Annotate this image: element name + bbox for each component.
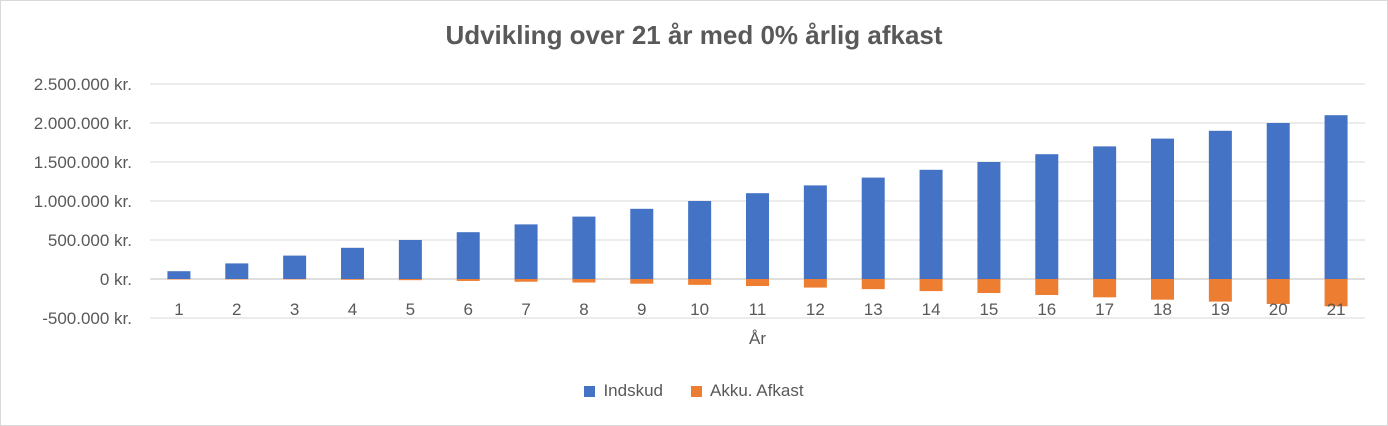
- x-tick-label: 3: [290, 300, 299, 319]
- bar-indskud: [1266, 123, 1290, 279]
- bar-indskud: [1151, 138, 1174, 279]
- x-tick-label: 7: [521, 300, 530, 319]
- bar-indskud: [746, 193, 769, 279]
- bar-indskud: [1093, 146, 1117, 279]
- bar-indskud: [1324, 115, 1348, 279]
- x-tick-label: 12: [806, 300, 825, 319]
- x-tick-label: 13: [864, 300, 883, 319]
- bar-indskud: [398, 240, 422, 279]
- bar-akku-afkast: [341, 279, 364, 280]
- bar-akku-afkast: [861, 279, 885, 290]
- bar-indskud: [341, 247, 364, 279]
- bar-akku-afkast: [167, 279, 191, 280]
- x-tick-label: 9: [637, 300, 646, 319]
- bar-indskud: [225, 263, 249, 279]
- bar-akku-afkast: [398, 279, 422, 281]
- x-tick-label: 5: [406, 300, 415, 319]
- x-tick-label: 1: [174, 300, 183, 319]
- bar-akku-afkast: [919, 279, 943, 292]
- x-tick-label: 19: [1211, 300, 1230, 319]
- chart-title: Udvikling over 21 år med 0% årlig afkast: [445, 20, 943, 50]
- x-tick-label: 2: [232, 300, 241, 319]
- y-tick-label: 1.000.000 kr.: [34, 192, 132, 211]
- bar-akku-afkast: [1151, 279, 1174, 300]
- bar-indskud: [572, 216, 596, 279]
- bar-indskud: [977, 162, 1001, 279]
- bar-akku-afkast: [225, 279, 249, 280]
- legend: Indskud Akku. Afkast: [0, 381, 1388, 401]
- y-tick-label: 500.000 kr.: [48, 231, 132, 250]
- bar-akku-afkast: [283, 279, 307, 280]
- x-tick-label: 20: [1269, 300, 1288, 319]
- x-tick-label: 17: [1095, 300, 1114, 319]
- legend-swatch-indskud: [584, 385, 596, 397]
- x-tick-label: 6: [463, 300, 472, 319]
- bar-akku-afkast: [1324, 279, 1348, 307]
- bar-akku-afkast: [688, 279, 712, 285]
- bar-akku-afkast: [456, 279, 480, 281]
- bar-indskud: [456, 232, 480, 279]
- y-tick-label: -500.000 kr.: [42, 309, 132, 328]
- legend-item-afkast: Akku. Afkast: [691, 381, 804, 401]
- bar-akku-afkast: [977, 279, 1001, 294]
- x-tick-label: 15: [979, 300, 998, 319]
- bar-akku-afkast: [1208, 279, 1232, 302]
- x-tick-label: 21: [1327, 300, 1346, 319]
- x-tick-label: 4: [348, 300, 357, 319]
- bar-indskud: [283, 255, 307, 279]
- bar-akku-afkast: [1093, 279, 1117, 298]
- y-tick-label: 2.000.000 kr.: [34, 114, 132, 133]
- y-tick-label: 0 kr.: [100, 270, 132, 289]
- bar-akku-afkast: [630, 279, 654, 284]
- bar-indskud: [861, 177, 885, 279]
- bar-akku-afkast: [514, 279, 538, 282]
- bar-indskud: [514, 224, 538, 279]
- legend-label-indskud: Indskud: [603, 381, 663, 400]
- x-tick-label: 14: [922, 300, 941, 319]
- x-tick-label: 8: [579, 300, 588, 319]
- bar-akku-afkast: [1266, 279, 1290, 304]
- bar-indskud: [167, 271, 191, 279]
- bar-akku-afkast: [1035, 279, 1059, 295]
- y-tick-label: 1.500.000 kr.: [34, 153, 132, 172]
- bar-akku-afkast: [803, 279, 827, 288]
- legend-item-indskud: Indskud: [584, 381, 663, 401]
- x-tick-label: 11: [749, 300, 767, 319]
- bar-indskud: [919, 169, 943, 279]
- bar-indskud: [803, 185, 827, 279]
- x-axis-title: År: [749, 329, 766, 348]
- bar-indskud: [1035, 154, 1059, 279]
- bar-indskud: [688, 201, 712, 279]
- bar-indskud: [1208, 130, 1232, 279]
- y-tick-label: 2.500.000 kr.: [34, 75, 132, 94]
- bar-akku-afkast: [746, 279, 769, 287]
- bar-akku-afkast: [572, 279, 596, 283]
- x-tick-label: 16: [1037, 300, 1056, 319]
- legend-label-afkast: Akku. Afkast: [710, 381, 804, 400]
- x-tick-label: 10: [690, 300, 709, 319]
- bar-indskud: [630, 208, 654, 279]
- legend-swatch-afkast: [691, 385, 702, 397]
- x-tick-label: 18: [1153, 300, 1172, 319]
